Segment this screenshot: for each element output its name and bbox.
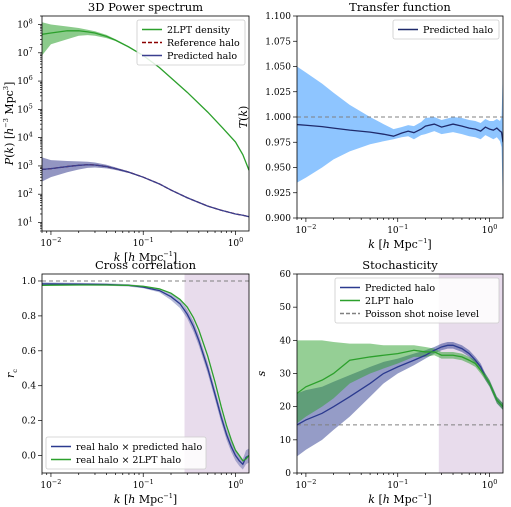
y-tick-label: 101	[17, 215, 33, 228]
legend-box	[45, 436, 207, 470]
y-axis-label: P(k) [h−3 Mpc3]	[2, 82, 16, 167]
y-tick-label: 107	[17, 46, 33, 59]
y-tick-label: 50	[280, 303, 292, 313]
y-tick-label: 108	[17, 18, 33, 31]
legend-label: Predicted halo	[167, 51, 237, 62]
y-tick-label: 40	[280, 336, 292, 346]
y-tick-label: 0.900	[265, 214, 291, 224]
series-line-0	[42, 30, 249, 171]
series-line-1	[297, 349, 503, 408]
x-axis-label: k [h Mpc−1]	[368, 237, 431, 251]
y-tick-label: 1.025	[265, 88, 291, 98]
x-tick-label: 10−2	[295, 478, 316, 491]
x-axis-label: k [h Mpc−1]	[114, 492, 177, 506]
series-line-0	[297, 344, 503, 426]
plot-area	[297, 66, 503, 208]
band-0	[297, 341, 503, 457]
legend-label: real halo × 2LPT halo	[76, 455, 181, 466]
y-tick-label: 1.050	[265, 63, 291, 73]
axes-frame	[41, 273, 250, 474]
y-tick-label: 0.925	[265, 189, 291, 199]
y-axis-label: s	[255, 370, 268, 376]
y-tick-label: 104	[17, 131, 33, 144]
band-0	[297, 66, 503, 208]
legend: 2LPT density Reference halo Predicted halo	[136, 19, 246, 66]
band-0	[42, 22, 249, 171]
y-tick-label: 1.100	[265, 12, 291, 22]
y-tick-label: 0	[285, 469, 291, 479]
legend-label: Reference halo	[167, 38, 240, 49]
y-tick-label: 106	[17, 74, 33, 87]
chart-ps: 10−2 10−1 100 101 102 103 104 105 106 107 108 3D Po…	[2, 0, 250, 264]
y-tick-label: 1.000	[265, 113, 291, 123]
y-tick-label: 1.0	[22, 277, 37, 287]
legend-label: real halo × predicted halo	[76, 442, 202, 453]
legend-label: Predicted halo	[423, 25, 493, 36]
x-tick-label: 10−1	[133, 478, 154, 491]
y-tick-label: 1.075	[265, 37, 291, 47]
y-tick-label: 0.4	[22, 382, 37, 392]
y-tick-label: 0.975	[265, 138, 291, 148]
y-axis-label: rc	[4, 369, 19, 378]
chart-title: 3D Power spectrum	[88, 0, 203, 14]
y-tick-label: 105	[17, 102, 33, 115]
y-tick-label: 0.8	[22, 312, 37, 322]
legend-box	[334, 277, 500, 324]
y-tick-label: 102	[17, 187, 33, 200]
legend-box	[392, 19, 500, 40]
legend-label: Predicted halo	[365, 283, 435, 294]
y-tick-label: 0.6	[22, 347, 37, 357]
legend-label: 2LPT density	[167, 25, 231, 36]
x-tick-label: 100	[482, 223, 498, 236]
y-tick-label: 10	[280, 436, 292, 446]
chart-st: 10−2 10−1 100 0 10 20 30 40 50 60 Stochasticity k […	[255, 258, 504, 506]
x-axis-label: k [h Mpc−1]	[368, 492, 431, 506]
legend: Predicted halo 2LPT halo Poisson shot nois…	[334, 277, 500, 324]
x-tick-label: 10−1	[387, 478, 408, 491]
x-tick-label: 10−2	[295, 223, 316, 236]
legend-label: 2LPT halo	[365, 296, 414, 307]
series-line-2	[42, 164, 249, 218]
y-tick-label: 0.0	[22, 452, 37, 462]
x-tick-label: 10−1	[133, 236, 154, 249]
y-tick-label: 60	[280, 270, 292, 280]
plot-area	[42, 22, 249, 218]
x-axis-label: k [h Mpc−1]	[114, 250, 177, 264]
y-tick-label: 0.950	[265, 164, 291, 174]
legend: real halo × predicted halo real halo × 2L…	[45, 436, 207, 470]
y-tick-label: 103	[17, 159, 33, 172]
x-tick-label: 100	[482, 478, 498, 491]
x-tick-label: 10−1	[387, 223, 408, 236]
y-tick-label: 20	[280, 403, 292, 413]
chart-title: Stochasticity	[362, 258, 438, 272]
chart-cc: 10−2 10−1 100 0.0 0.2 0.4 0.6 0.8 1.0 Cross corre…	[4, 258, 250, 506]
axes-frame	[41, 15, 250, 232]
x-tick-label: 100	[228, 478, 244, 491]
chart-title: Cross correlation	[95, 258, 197, 272]
y-tick-label: 0.2	[22, 417, 36, 427]
legend-box	[136, 19, 246, 66]
y-axis-label: T(k)	[237, 106, 250, 129]
series-line-1	[42, 284, 249, 462]
legend-label: Poisson shot noise level	[365, 309, 479, 320]
x-tick-label: 10−2	[40, 236, 61, 249]
x-tick-label: 100	[228, 236, 244, 249]
legend: Predicted halo	[392, 19, 500, 40]
x-tick-label: 10−2	[40, 478, 61, 491]
y-tick-label: 30	[280, 370, 292, 380]
chart-title: Transfer function	[349, 0, 451, 14]
chart-tf: 10−2 10−1 100 0.900 0.925 0.950 0.975 1.000 1.02…	[237, 0, 504, 251]
